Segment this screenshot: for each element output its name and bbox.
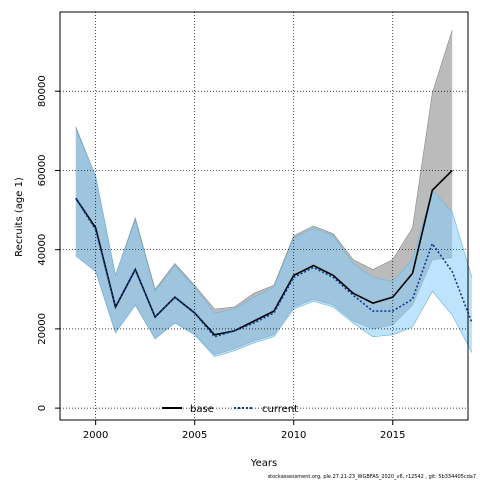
x-axis-title: Years	[250, 458, 277, 469]
band-upper-edge-current	[75, 128, 473, 314]
x-tick-label: 2015	[380, 430, 405, 441]
band-lower-edge-current	[75, 255, 473, 357]
legend-label-base: base	[190, 404, 214, 415]
y-axis: 0 20000 40000 60000 80000	[37, 75, 60, 411]
band-upper-edge-base	[75, 29, 453, 310]
line-current	[75, 197, 473, 338]
band-current	[75, 128, 473, 357]
legend: base current	[162, 404, 298, 415]
y-tick-label: 20000	[37, 313, 48, 345]
footnote: stockassessment.org, ple.27.21-23_WGBFAS…	[268, 474, 476, 480]
y-tick-label: 40000	[37, 234, 48, 266]
x-tick-label: 2010	[281, 430, 306, 441]
plot-frame	[59, 11, 469, 421]
y-tick-label: 80000	[37, 75, 48, 107]
confidence-bands	[75, 29, 473, 357]
x-axis: 2000 2005 2010 2015	[83, 420, 405, 441]
y-axis-title: Recruits (age 1)	[14, 177, 25, 257]
x-tick-label: 2005	[182, 430, 207, 441]
y-tick-label: 60000	[37, 155, 48, 187]
legend-label-current: current	[262, 404, 298, 415]
x-tick-label: 2000	[83, 430, 108, 441]
y-tick-label: 0	[37, 405, 48, 411]
grid-lines	[60, 12, 468, 420]
series-lines	[75, 169, 473, 338]
